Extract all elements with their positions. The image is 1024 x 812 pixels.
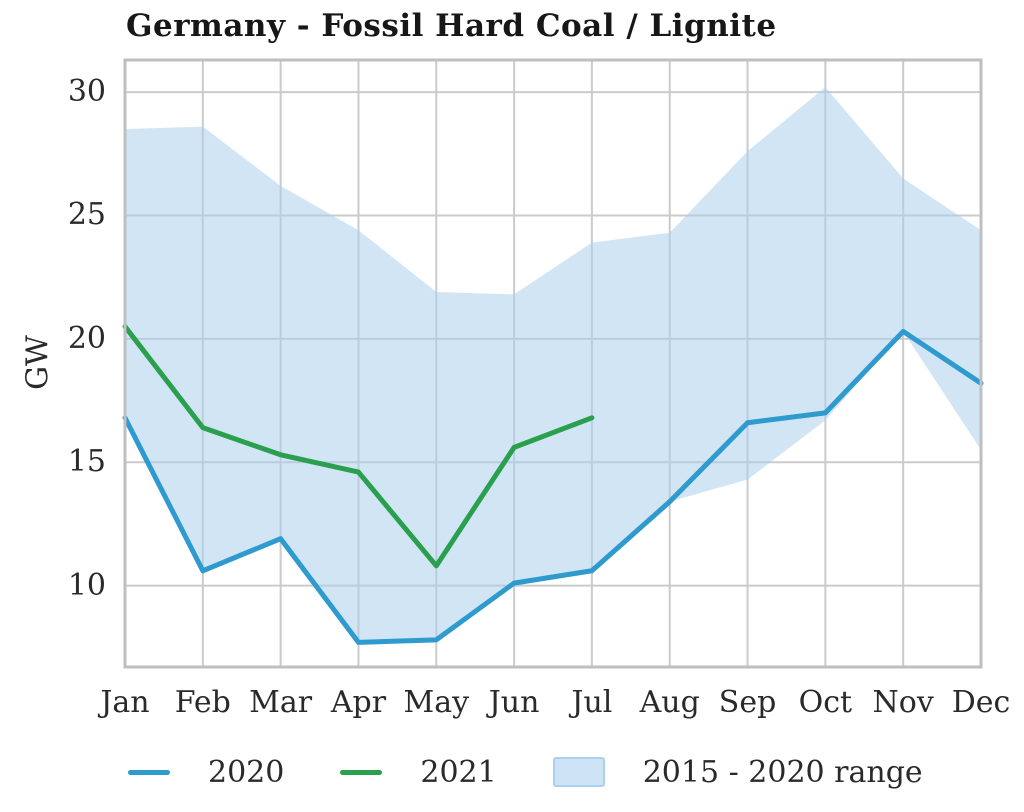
legend-item-range: 2015 - 2020 range [552, 754, 923, 790]
x-tick-label: Jun [488, 685, 540, 720]
x-tick-label: Nov [872, 685, 934, 720]
series-line-2021 [122, 323, 595, 569]
plot-border [123, 58, 983, 669]
x-tick-label: Sep [718, 685, 777, 720]
chart-title: Germany - Fossil Hard Coal / Lignite [126, 8, 777, 44]
series-line-2020 [122, 328, 984, 645]
x-tick-label: Dec [951, 685, 1011, 720]
range-band-area [125, 87, 981, 643]
legend-label-2020: 2020 [208, 754, 285, 790]
x-tick-label: Aug [639, 685, 700, 720]
y-tick-label: 25 [67, 197, 106, 233]
x-tick-label: Mar [249, 685, 313, 720]
x-tick-label: Apr [330, 685, 387, 720]
x-tick-label: Feb [174, 685, 231, 720]
x-tick-label: Jan [100, 685, 150, 720]
legend-label-2021: 2021 [420, 754, 497, 790]
legend-band-swatch [552, 757, 605, 787]
legend-item-2021: 2021 [340, 754, 497, 790]
y-tick-label: 20 [67, 320, 106, 356]
legend-item-2020: 2020 [128, 755, 284, 790]
y-tick-label: 15 [67, 444, 106, 480]
legend-line-swatch-2021 [340, 769, 383, 775]
y-tick-label: 30 [67, 74, 106, 110]
y-axis-label: GW [20, 335, 56, 390]
x-tick-label: Jul [571, 685, 613, 720]
legend-label-range: 2015 - 2020 range [642, 754, 923, 790]
x-tick-label: May [403, 685, 470, 720]
y-tick-label: 10 [67, 567, 106, 603]
x-tick-label: Oct [798, 685, 853, 720]
legend: 2020 2021 2015 - 2020 range [128, 748, 923, 796]
legend-line-swatch-2020 [128, 769, 170, 775]
